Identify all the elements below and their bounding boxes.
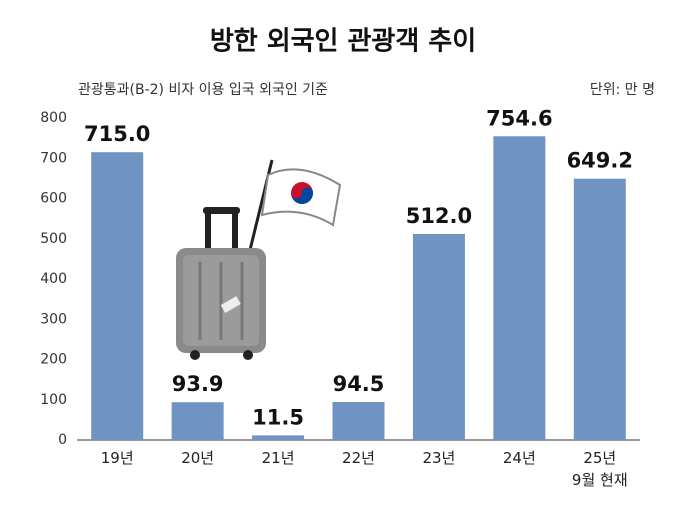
- x-tick-label: 25년 9월 현재: [571, 449, 628, 489]
- unit: 단위: 만 명: [590, 82, 655, 98]
- bar: [252, 435, 305, 440]
- value-label: 93.9: [172, 372, 224, 396]
- value-label: 754.6: [486, 106, 552, 130]
- y-tick-label: 800: [40, 110, 67, 126]
- bar: [91, 152, 144, 440]
- value-label: 649.2: [567, 149, 633, 173]
- bar: [332, 401, 385, 440]
- y-tick-label: 0: [58, 432, 67, 448]
- chart-title: 방한 외국인 관광객 추이: [210, 27, 476, 57]
- illustration: [176, 159, 342, 360]
- x-tick-label: 21년: [261, 449, 295, 467]
- y-tick-label: 500: [40, 231, 67, 247]
- x-tick-label: 22년: [342, 449, 375, 467]
- value-label: 512.0: [406, 204, 472, 228]
- x-tick-label: 19년: [100, 449, 134, 467]
- y-tick-label: 200: [40, 352, 67, 368]
- y-tick-label: 600: [40, 191, 67, 207]
- y-tick-label: 300: [40, 311, 67, 327]
- value-label: 11.5: [252, 405, 304, 429]
- y-tick-label: 700: [40, 150, 67, 166]
- x-tick-label: 24년: [502, 449, 536, 467]
- subtitle: 관광통과(B-2) 비자 이용 입국 외국인 기준: [78, 82, 328, 98]
- y-tick-label: 400: [40, 271, 67, 287]
- x-tick-label: 20년: [181, 449, 215, 467]
- value-label: 94.5: [333, 372, 385, 396]
- bar: [412, 233, 465, 440]
- bar: [573, 178, 626, 440]
- bar: [171, 402, 224, 440]
- value-label: 715.0: [84, 122, 150, 146]
- bar: [493, 136, 546, 440]
- x-tick-label: 23년: [422, 449, 456, 467]
- y-tick-label: 100: [40, 392, 67, 408]
